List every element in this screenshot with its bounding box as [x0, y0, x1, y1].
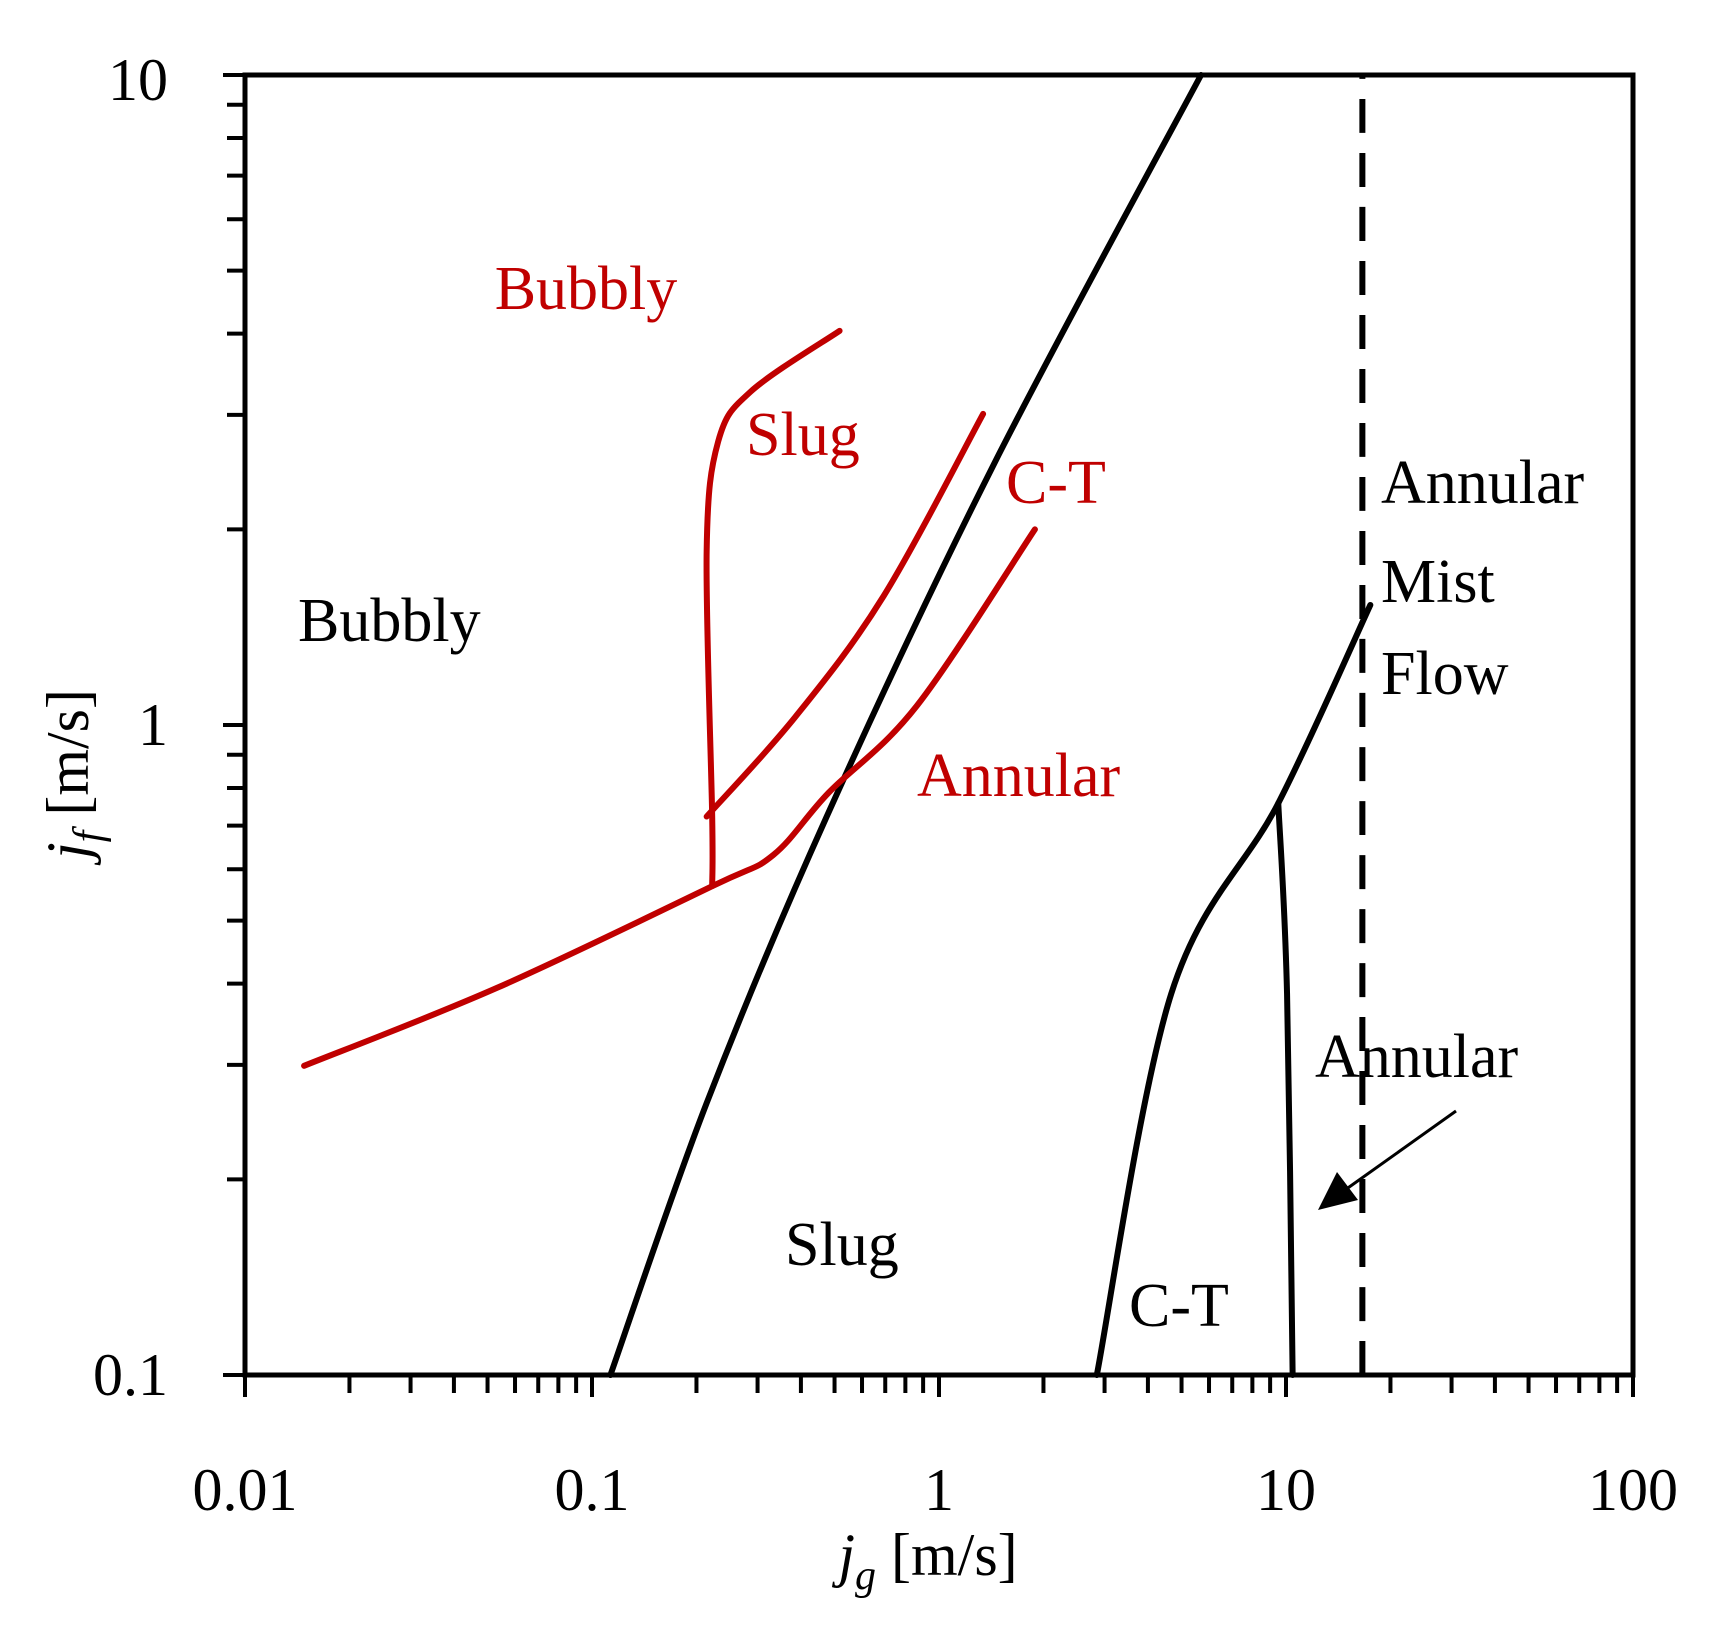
- label-red-slug: Slug: [746, 401, 860, 469]
- label-annular-mist-3: Flow: [1381, 640, 1509, 708]
- y-axis-title-main: j: [35, 842, 101, 866]
- label-black-slug: Slug: [785, 1211, 899, 1279]
- label-annular-mist-2: Mist: [1381, 548, 1495, 616]
- series-red-bubbly-lower-annular-boundary: [301, 526, 1038, 1069]
- annotation-arrowhead-icon: [1318, 1172, 1358, 1210]
- y-axis-title-unit: [m/s]: [35, 689, 101, 831]
- series-black-slug-ct-boundary: [1093, 601, 1374, 1378]
- x-tick-label: 1: [924, 1457, 954, 1523]
- label-black-bubbly: Bubbly: [298, 587, 481, 655]
- x-tick-label: 10: [1256, 1457, 1316, 1523]
- series-black-ct-annular-boundary: [1275, 800, 1296, 1378]
- y-tick-label: 10: [108, 47, 168, 113]
- x-tick-label: 0.1: [555, 1457, 630, 1523]
- x-axis-title-main: j: [831, 1522, 855, 1588]
- x-tick-label: 100: [1588, 1457, 1678, 1523]
- annotation-arrow-line: [1344, 1109, 1457, 1192]
- series-red-slug-ct-boundary: [703, 410, 987, 820]
- x-axis-title: jg [m/s]: [831, 1522, 1017, 1599]
- x-axis-title-unit: [m/s]: [876, 1522, 1018, 1588]
- series-black-bubbly-slug-boundary: [607, 72, 1205, 1378]
- label-red-bubbly: Bubbly: [495, 255, 678, 323]
- label-annular-arrow: Annular: [1315, 1023, 1519, 1091]
- curves-layer: [301, 72, 1374, 1378]
- label-red-ct: C-T: [1006, 449, 1106, 517]
- ticks-layer: [223, 73, 1635, 1397]
- y-axis-title: jf [m/s]: [35, 689, 112, 866]
- label-black-ct: C-T: [1129, 1272, 1229, 1340]
- y-tick-label: 0.1: [93, 1342, 168, 1408]
- y-tick-label: 1: [138, 692, 168, 758]
- x-axis-title-sub: g: [855, 1553, 876, 1599]
- label-red-annular: Annular: [917, 742, 1121, 810]
- label-annular-mist-1: Annular: [1381, 449, 1585, 517]
- series-red-bubbly-slug-boundary: [703, 327, 843, 890]
- x-tick-label: 0.01: [193, 1457, 298, 1523]
- plot-frame: [242, 72, 1636, 1378]
